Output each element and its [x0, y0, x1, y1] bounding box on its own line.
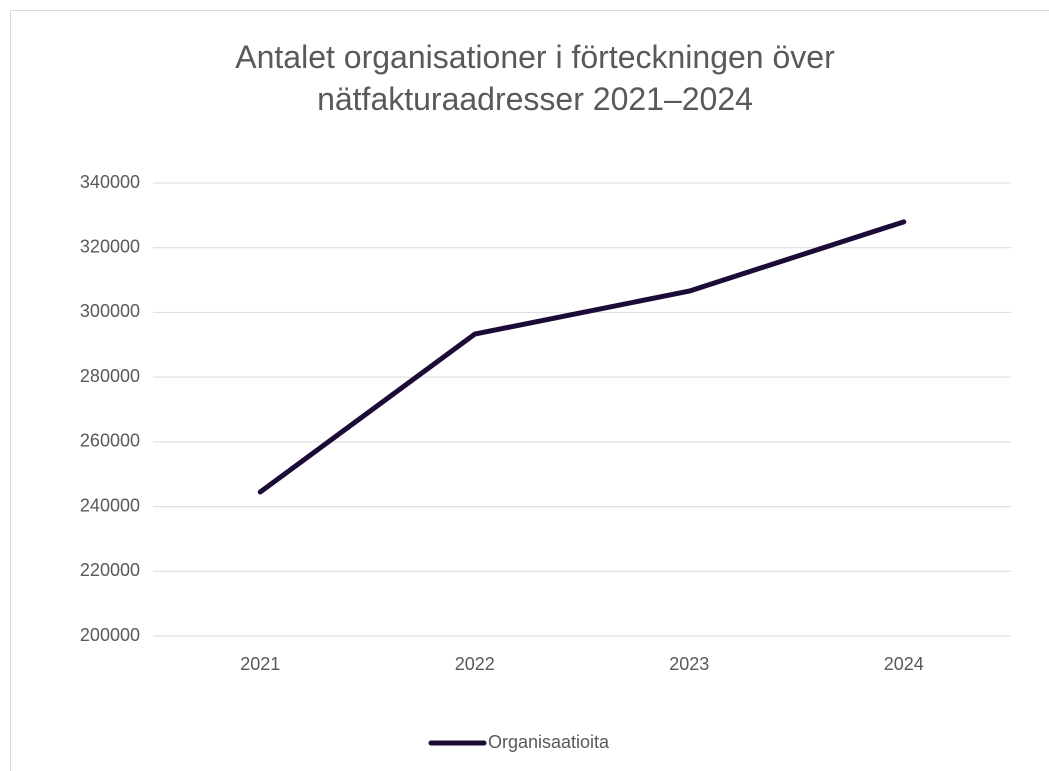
- x-tick-label: 2024: [884, 654, 924, 674]
- y-tick-label: 240000: [80, 495, 140, 515]
- legend-label: Organisaatioita: [488, 732, 610, 752]
- y-tick-label: 200000: [80, 625, 140, 645]
- data-line: [257, 219, 907, 495]
- y-tick-label: 260000: [80, 431, 140, 451]
- x-tick-label: 2023: [669, 654, 709, 674]
- y-tick-label: 220000: [80, 560, 140, 580]
- x-tick-label: 2021: [240, 654, 280, 674]
- y-tick-label: 320000: [80, 236, 140, 256]
- y-tick-label: 340000: [80, 172, 140, 192]
- chart-frame: [10, 10, 1049, 771]
- y-tick-label: 280000: [80, 366, 140, 386]
- x-tick-label: 2022: [455, 654, 495, 674]
- y-tick-label: 300000: [80, 301, 140, 321]
- chart-title: Antalet organisationer i förteckningen ö…: [235, 39, 835, 117]
